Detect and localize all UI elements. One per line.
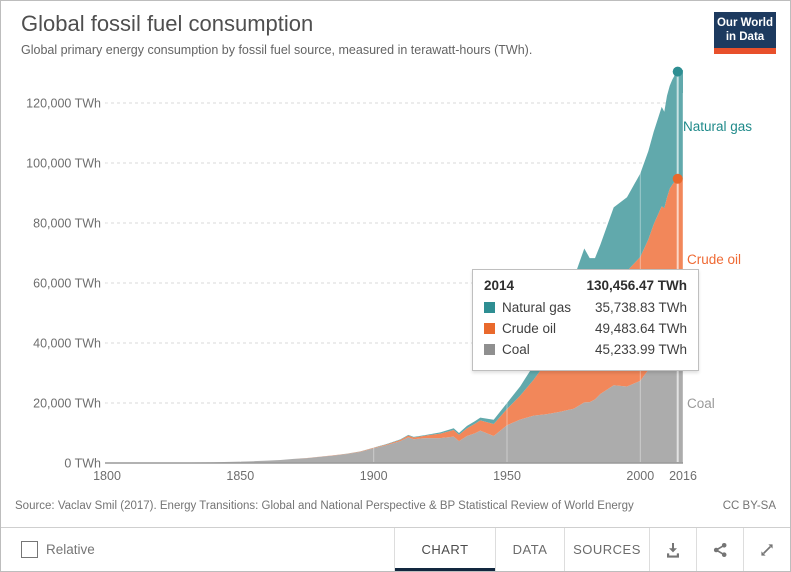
series-label-coal: Coal — [687, 396, 715, 411]
svg-text:1950: 1950 — [493, 469, 521, 483]
svg-text:80,000 TWh: 80,000 TWh — [33, 217, 101, 231]
tooltip-label: Coal — [502, 342, 530, 357]
tooltip-label: Crude oil — [502, 321, 557, 336]
owid-logo-underline — [714, 48, 776, 54]
tooltip-total: 130,456.47 TWh — [586, 278, 687, 293]
share-button[interactable] — [696, 528, 743, 571]
relative-toggle[interactable]: Relative — [1, 528, 394, 571]
svg-text:60,000 TWh: 60,000 TWh — [33, 277, 101, 291]
coal-swatch — [484, 344, 495, 355]
download-icon — [667, 542, 679, 558]
tooltip-value: 45,233.99 TWh — [594, 342, 687, 357]
svg-text:20,000 TWh: 20,000 TWh — [33, 397, 101, 411]
hover-tooltip: 2014 130,456.47 TWh Natural gas 35,738.8… — [472, 269, 699, 371]
owid-logo-line2: in Data — [725, 31, 765, 43]
page-title: Global fossil fuel consumption — [21, 11, 314, 36]
tooltip-value: 35,738.83 TWh — [594, 300, 687, 315]
natural-gas-swatch — [484, 302, 495, 313]
fullscreen-button[interactable] — [743, 528, 790, 571]
tooltip-row-natural-gas: Natural gas 35,738.83 TWh — [484, 300, 687, 315]
owid-logo[interactable]: Our World in Data — [714, 12, 776, 48]
series-label-natural-gas: Natural gas — [683, 119, 753, 134]
svg-text:2000: 2000 — [626, 469, 654, 483]
tab-data[interactable]: DATA — [495, 528, 564, 571]
tooltip-label: Natural gas — [502, 300, 572, 315]
source-text: Source: Vaclav Smil (2017). Energy Trans… — [15, 500, 634, 512]
chart-header: Global fossil fuel consumption Global pr… — [21, 11, 532, 57]
tooltip-row-crude-oil: Crude oil 49,483.64 TWh — [484, 321, 687, 336]
series-label-crude-oil: Crude oil — [687, 252, 742, 267]
svg-text:1850: 1850 — [226, 469, 254, 483]
relative-checkbox[interactable] — [21, 541, 38, 558]
tooltip-row-coal: Coal 45,233.99 TWh — [484, 342, 687, 357]
tab-sources[interactable]: SOURCES — [564, 528, 649, 571]
svg-text:1800: 1800 — [93, 469, 121, 483]
tooltip-header: 2014 130,456.47 TWh — [484, 278, 687, 293]
stacked-area-chart[interactable]: 0 TWh 20,000 TWh 40,000 TWh 60,000 TWh 80,00… — [1, 1, 791, 526]
owid-logo-line1: Our World — [716, 16, 773, 29]
tooltip-year: 2014 — [484, 278, 515, 293]
tab-chart[interactable]: CHART — [394, 528, 495, 571]
chart-subtitle: Global primary energy consumption by fos… — [21, 43, 533, 57]
svg-text:0 TWh: 0 TWh — [64, 457, 101, 471]
bottom-toolbar: Relative CHART DATA SOURCES — [1, 527, 790, 571]
crude-oil-swatch — [484, 323, 495, 334]
download-button[interactable] — [649, 528, 696, 571]
svg-text:40,000 TWh: 40,000 TWh — [33, 337, 101, 351]
svg-text:2016: 2016 — [669, 469, 697, 483]
svg-text:100,000 TWh: 100,000 TWh — [26, 157, 101, 171]
license-text[interactable]: CC BY-SA — [722, 500, 776, 512]
expand-icon — [761, 543, 773, 556]
svg-text:1900: 1900 — [360, 469, 388, 483]
share-icon — [713, 542, 727, 557]
chart-footer: Source: Vaclav Smil (2017). Energy Trans… — [15, 500, 776, 512]
svg-text:120,000 TWh: 120,000 TWh — [26, 97, 101, 111]
tooltip-value: 49,483.64 TWh — [594, 321, 687, 336]
relative-label: Relative — [46, 542, 95, 557]
